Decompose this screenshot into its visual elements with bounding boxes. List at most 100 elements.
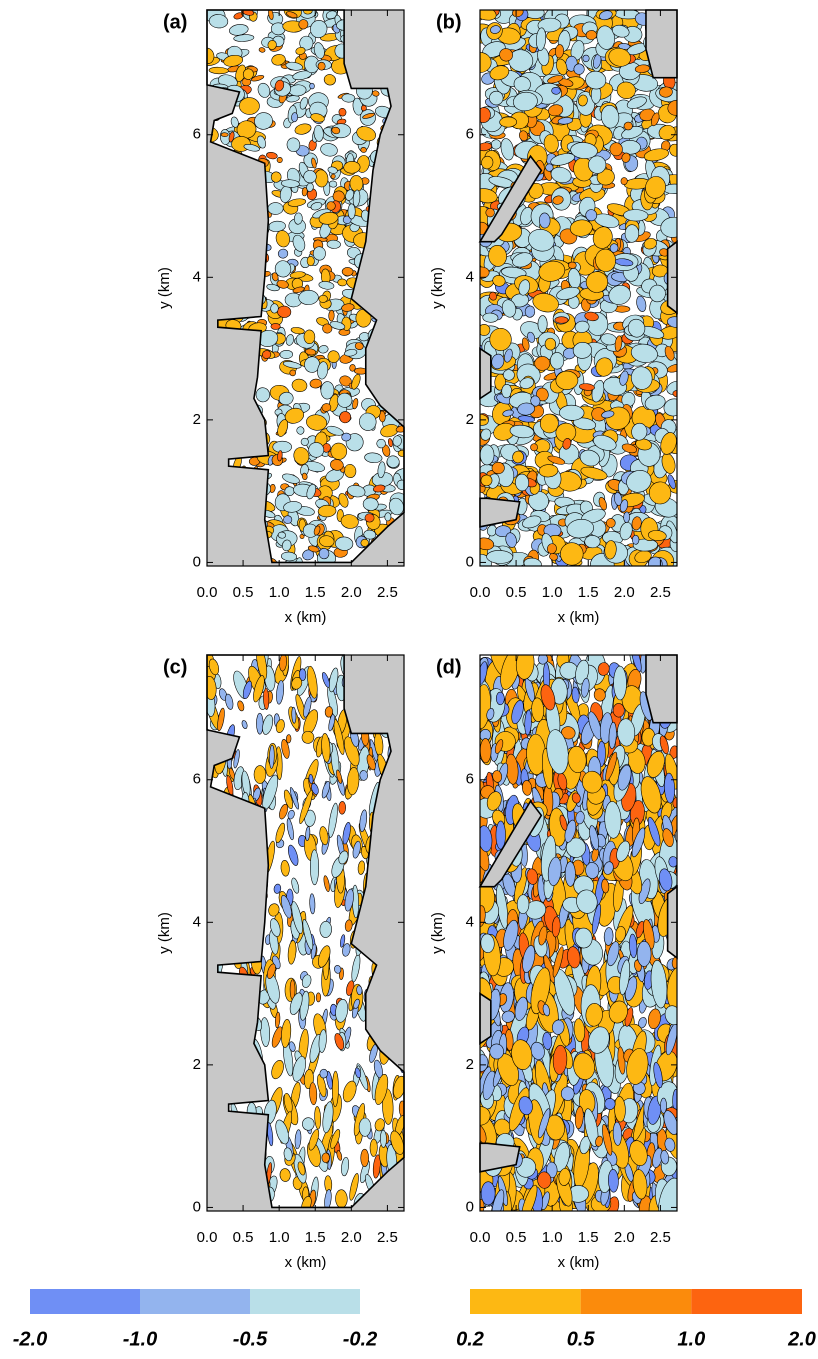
contour-blob: [584, 1108, 599, 1147]
contour-blob: [298, 290, 319, 305]
contour-blob: [603, 927, 614, 946]
contour-blob: [495, 820, 506, 850]
contour-blob: [535, 27, 547, 51]
contour-blob: [308, 442, 325, 458]
contour-blob: [480, 324, 491, 336]
contour-blob: [322, 1101, 334, 1134]
contour-blob: [263, 687, 270, 710]
contour-blob: [356, 126, 376, 142]
contour-blob: [299, 668, 307, 681]
contour-blob: [584, 311, 599, 322]
contour-blob: [480, 474, 493, 487]
contour-blob: [664, 772, 676, 804]
contour-blob: [344, 736, 360, 767]
contour-blob: [480, 142, 493, 152]
contour-blob: [318, 345, 329, 354]
contour-blob: [320, 143, 338, 157]
contour-blob: [326, 425, 344, 436]
contour-blob: [283, 515, 293, 524]
contour-blob: [285, 61, 303, 71]
contour-blob: [582, 770, 603, 794]
contour-blob: [349, 364, 356, 372]
contour-blob: [664, 1137, 676, 1152]
contour-blob: [255, 387, 270, 403]
contour-blob: [547, 75, 564, 84]
contour-blob: [344, 349, 358, 357]
contour-blob: [378, 410, 386, 423]
contour-blob: [605, 518, 616, 528]
contour-blob: [310, 113, 325, 123]
contour-blob: [545, 163, 554, 172]
y-tick-label: 0: [466, 553, 474, 570]
contour-blob: [303, 696, 312, 718]
contour-blob: [573, 417, 597, 431]
contour-blob: [364, 513, 375, 523]
x-tick-label: 0.5: [506, 584, 527, 601]
contour-blob: [647, 816, 661, 847]
contour-blob: [617, 718, 636, 747]
contour-blob: [569, 219, 593, 237]
contour-blob: [567, 261, 577, 269]
contour-blob: [321, 403, 332, 412]
contour-blob: [315, 992, 322, 1003]
contour-blob: [293, 212, 303, 225]
contour-blob: [492, 770, 503, 783]
contour-blob: [518, 279, 531, 296]
contour-blob: [307, 665, 318, 699]
contour-blob: [300, 437, 309, 446]
contour-blob: [343, 161, 361, 174]
x-tick-label: 2.5: [377, 1229, 398, 1246]
contour-blob: [366, 754, 376, 771]
contour-blob: [280, 551, 298, 562]
contour-blob: [617, 764, 632, 791]
contour-blob: [301, 974, 312, 988]
contour-blob: [277, 419, 289, 437]
contour-blob: [532, 293, 559, 313]
contour-blob: [346, 767, 360, 796]
contour-blob: [319, 921, 332, 938]
contour-blob: [547, 856, 562, 886]
colorbar-label: -0.5: [233, 1328, 268, 1350]
contour-blob: [596, 25, 615, 50]
contour-blob: [573, 1018, 586, 1043]
contour-blob: [208, 66, 229, 75]
contour-blob: [338, 801, 346, 815]
contour-blob: [574, 927, 593, 949]
x-axis-label: x (km): [285, 1254, 327, 1271]
contour-blob: [509, 424, 535, 439]
contour-blob: [667, 474, 676, 490]
contour-blob: [376, 438, 386, 449]
contour-blob: [636, 940, 652, 967]
contour-blob: [495, 691, 505, 706]
contour-blob: [322, 323, 333, 334]
contour-blob: [521, 1184, 538, 1211]
contour-blob: [308, 1129, 320, 1151]
contour-blob: [480, 1181, 496, 1206]
contour-blob: [488, 245, 507, 267]
contour-blob: [217, 707, 225, 732]
y-tick-label: 4: [466, 268, 474, 285]
y-tick-label: 2: [466, 1056, 474, 1073]
contour-blob: [577, 94, 588, 107]
contour-blob: [338, 493, 349, 508]
y-tick-label: 4: [466, 913, 474, 930]
contour-blob: [380, 1129, 387, 1148]
contour-blob: [332, 190, 345, 203]
contour-blob: [253, 765, 267, 784]
contour-blob: [579, 383, 595, 391]
contour-blob: [328, 309, 335, 322]
contour-blob: [585, 1003, 603, 1027]
contour-blob: [328, 802, 338, 838]
contour-blob: [551, 86, 561, 95]
contour-blob: [539, 413, 559, 434]
contour-blob: [359, 770, 368, 781]
contour-blob: [354, 342, 364, 350]
contour-blob: [262, 714, 274, 735]
contour-blob: [341, 267, 354, 277]
contour-blob: [480, 10, 497, 21]
contour-blob: [326, 239, 341, 249]
masked-area: [478, 799, 543, 888]
contour-blob: [599, 10, 613, 21]
contour-blob: [538, 260, 566, 282]
contour-blob: [592, 226, 613, 249]
